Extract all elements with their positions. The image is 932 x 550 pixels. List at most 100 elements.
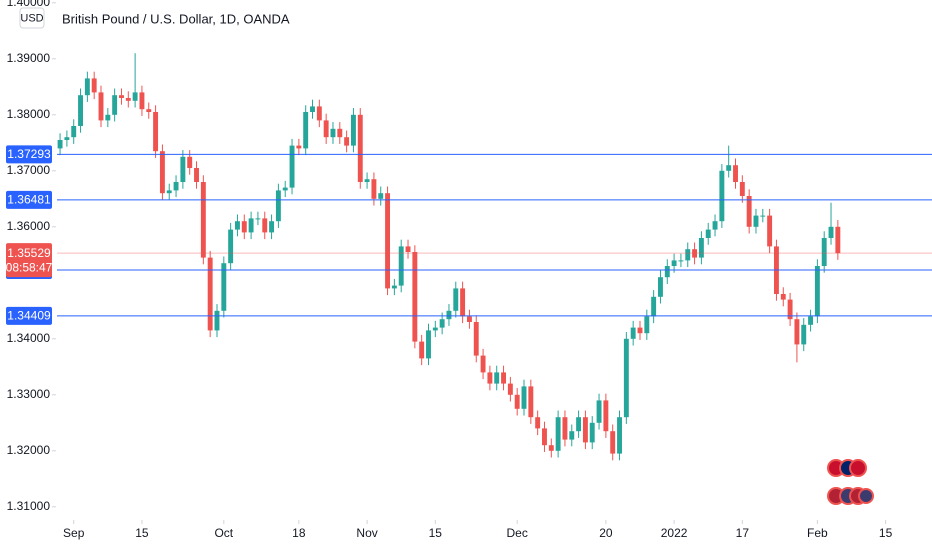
candle-body xyxy=(814,266,820,317)
candle-body xyxy=(794,319,800,345)
candle-body xyxy=(98,92,104,121)
candle-body xyxy=(289,145,295,188)
x-tick-label: Dec xyxy=(507,526,528,540)
candle-body xyxy=(391,285,397,289)
y-tick-label: 1.38000 xyxy=(7,107,51,121)
candle-body xyxy=(705,229,711,238)
currency-label: USD xyxy=(20,12,43,24)
candle-body xyxy=(535,417,541,429)
candle-body xyxy=(159,151,165,194)
candle-body xyxy=(255,218,261,220)
candle-body xyxy=(71,126,77,138)
candle-body xyxy=(548,445,554,451)
candle-body xyxy=(501,372,506,384)
candle-body xyxy=(153,112,159,152)
candle-body xyxy=(623,338,629,418)
flag-icons xyxy=(827,459,874,505)
candle-body xyxy=(84,78,90,96)
candle-body xyxy=(57,140,63,149)
candle-body xyxy=(248,218,254,233)
candle-body xyxy=(180,156,186,182)
candle-body xyxy=(617,417,622,454)
candle-body xyxy=(514,394,520,409)
x-tick-label: Oct xyxy=(214,526,233,540)
candle-body xyxy=(269,221,275,233)
candle-body xyxy=(487,372,493,384)
candle-body xyxy=(821,238,827,266)
candle-body xyxy=(432,327,438,331)
candle-body xyxy=(808,316,814,325)
candle-body xyxy=(651,296,657,317)
candle-body xyxy=(542,428,547,446)
candle-body xyxy=(671,260,677,266)
candle-body xyxy=(780,294,786,300)
candle-body xyxy=(801,324,807,345)
candle-body xyxy=(350,114,356,146)
candle-body xyxy=(426,330,431,359)
candle-body xyxy=(112,95,118,115)
candle-body xyxy=(787,299,793,320)
candle-body xyxy=(132,92,138,101)
candle-body xyxy=(214,310,220,331)
candle-body xyxy=(139,92,145,110)
candle-body xyxy=(760,215,766,217)
chart-title: British Pound / U.S. Dollar, 1D, OANDA xyxy=(62,11,290,26)
candle-body xyxy=(746,196,752,227)
candle-body xyxy=(173,182,179,191)
x-tick-label: 2022 xyxy=(661,526,688,540)
candle-body xyxy=(385,193,391,289)
candle-body xyxy=(235,221,240,230)
candle-body xyxy=(596,400,602,423)
candle-body xyxy=(507,383,513,395)
candle-body xyxy=(221,263,227,311)
candle-body xyxy=(603,400,609,432)
level-label: 1.36481 xyxy=(7,193,51,207)
candle-body xyxy=(330,128,336,138)
candle-body xyxy=(712,221,718,230)
last-price-box xyxy=(6,243,52,278)
level-label-box xyxy=(6,190,52,209)
candle-body xyxy=(576,417,582,432)
candle-body xyxy=(78,95,83,126)
candle-body xyxy=(664,266,670,278)
candle-body xyxy=(303,112,309,149)
candle-body xyxy=(719,170,725,222)
candle-body xyxy=(698,238,704,258)
level-label: 1.37293 xyxy=(7,147,51,161)
y-tick-label: 1.36000 xyxy=(7,219,51,233)
candle-body xyxy=(828,226,834,238)
candle-body xyxy=(739,182,745,196)
y-tick-label: 1.37000 xyxy=(7,163,51,177)
candle-body xyxy=(419,341,425,359)
y-tick-label: 1.39000 xyxy=(7,51,51,65)
candle-body xyxy=(357,114,363,182)
x-tick-label: Feb xyxy=(807,526,828,540)
candle-body xyxy=(528,386,534,418)
candle-body xyxy=(344,137,350,146)
candle-body xyxy=(644,316,650,334)
candle-body xyxy=(637,327,643,334)
candle-body xyxy=(316,106,322,121)
flag-icon xyxy=(849,459,867,477)
candle-body xyxy=(439,319,445,328)
last-price-label: 1.35529 xyxy=(7,246,51,260)
candle-body xyxy=(480,355,486,373)
level-label-box xyxy=(6,306,52,325)
candle-body xyxy=(207,257,213,331)
candle-body xyxy=(364,179,370,182)
candle-body xyxy=(119,95,124,98)
candle-body xyxy=(753,215,759,227)
candle-body xyxy=(146,109,152,112)
candle-body xyxy=(460,288,466,317)
candle-body xyxy=(378,193,384,199)
x-tick-label: 15 xyxy=(879,526,893,540)
candle-body xyxy=(64,137,70,140)
candle-body xyxy=(241,221,247,233)
candle-body xyxy=(658,277,663,297)
candle-body xyxy=(453,288,459,311)
x-tick-label: 20 xyxy=(599,526,613,540)
level-label: 1.34409 xyxy=(7,309,51,323)
y-tick-label: 1.33000 xyxy=(7,387,51,401)
